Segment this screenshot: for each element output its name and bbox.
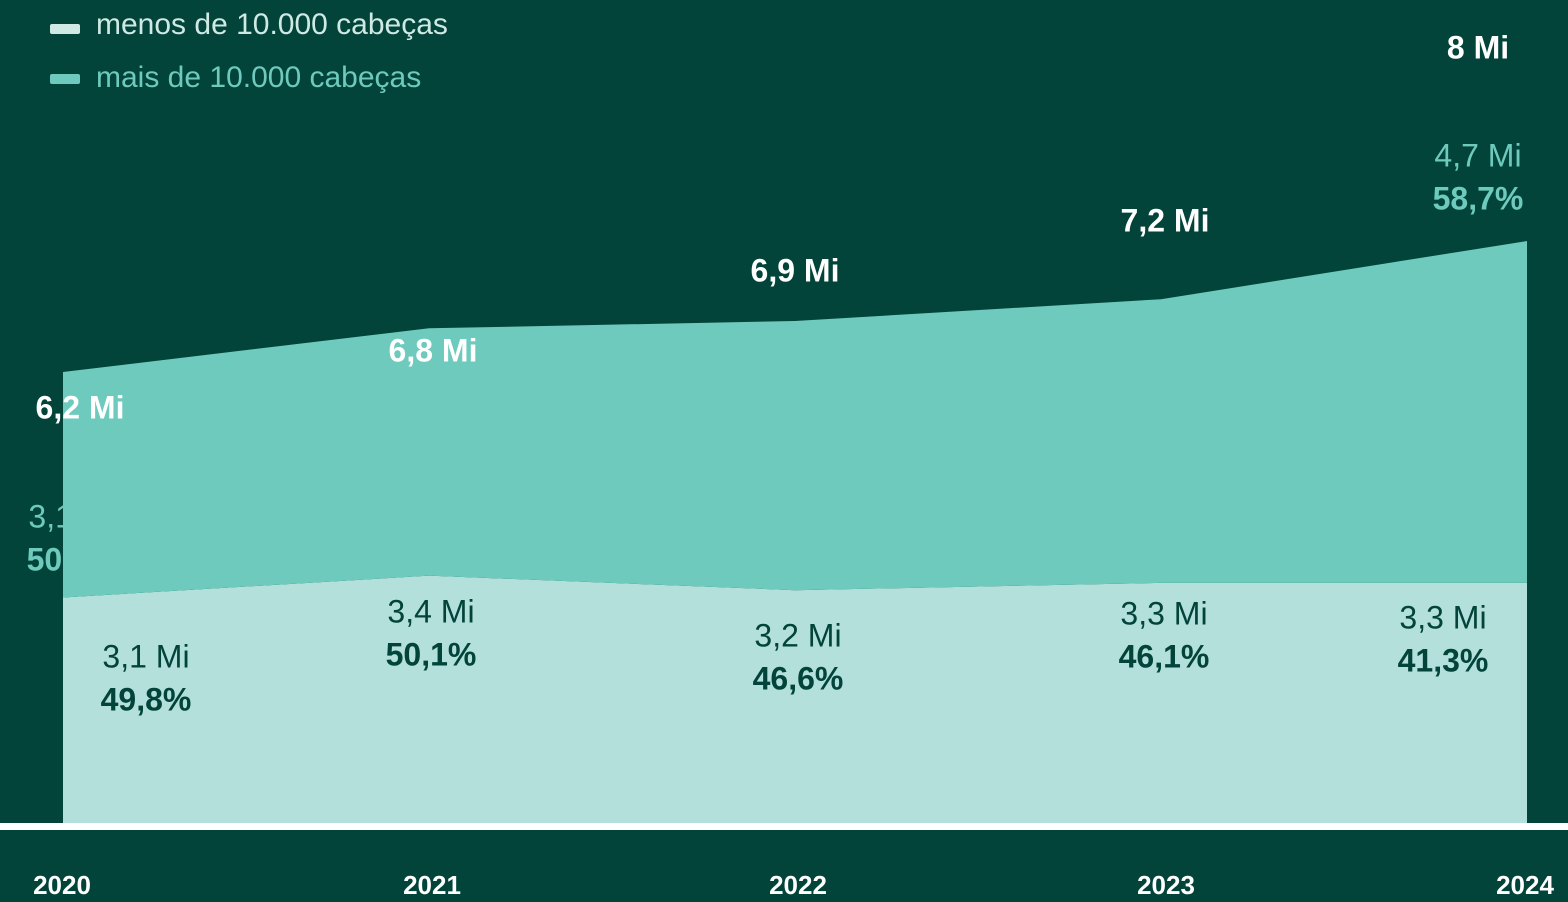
value-label: 3,9 Mi <box>1120 310 1207 346</box>
baseline <box>0 823 1568 830</box>
legend-swatch <box>50 24 80 34</box>
value-label: 3,1 Mi <box>102 638 189 674</box>
share-label: 46,6% <box>753 660 844 696</box>
share-label: 53,4% <box>753 403 844 439</box>
total-label: 7,2 Mi <box>1121 202 1210 238</box>
value-label: 3,4 Mi <box>387 440 474 476</box>
x-tick-label: 2022 <box>769 870 827 900</box>
total-label: 6,2 Mi <box>36 389 125 425</box>
x-tick-label: 2020 <box>33 870 91 900</box>
share-label: 50,1% <box>386 483 477 519</box>
value-label: 3,3 Mi <box>1399 599 1486 635</box>
legend-label: mais de 10.000 cabeças <box>96 61 421 94</box>
value-label: 3,7 Mi <box>754 360 841 396</box>
share-label: 46,1% <box>1119 638 1210 674</box>
x-tick-label: 2021 <box>403 870 461 900</box>
x-tick-label: 2024 <box>1496 870 1554 900</box>
share-label: 58,7% <box>1433 180 1524 216</box>
share-label: 50,2% <box>27 541 118 577</box>
areas <box>63 241 1527 823</box>
value-label: 3,4 Mi <box>387 593 474 629</box>
value-label: 3,1 Mi <box>28 498 115 534</box>
share-label: 49,8% <box>101 681 192 717</box>
legend-swatch <box>50 74 80 84</box>
total-label: 8 Mi <box>1447 29 1509 65</box>
share-label: 53,9% <box>1119 353 1210 389</box>
share-label: 41,3% <box>1398 642 1489 678</box>
legend-label: menos de 10.000 cabeças <box>96 8 448 41</box>
total-label: 6,8 Mi <box>389 332 478 368</box>
total-label: 6,9 Mi <box>751 252 840 288</box>
value-label: 4,7 Mi <box>1434 137 1521 173</box>
share-label: 50,1% <box>386 636 477 672</box>
value-label: 3,2 Mi <box>754 617 841 653</box>
x-tick-label: 2023 <box>1137 870 1195 900</box>
area <box>63 575 1527 823</box>
area <box>63 241 1527 598</box>
value-label: 3,3 Mi <box>1120 595 1207 631</box>
